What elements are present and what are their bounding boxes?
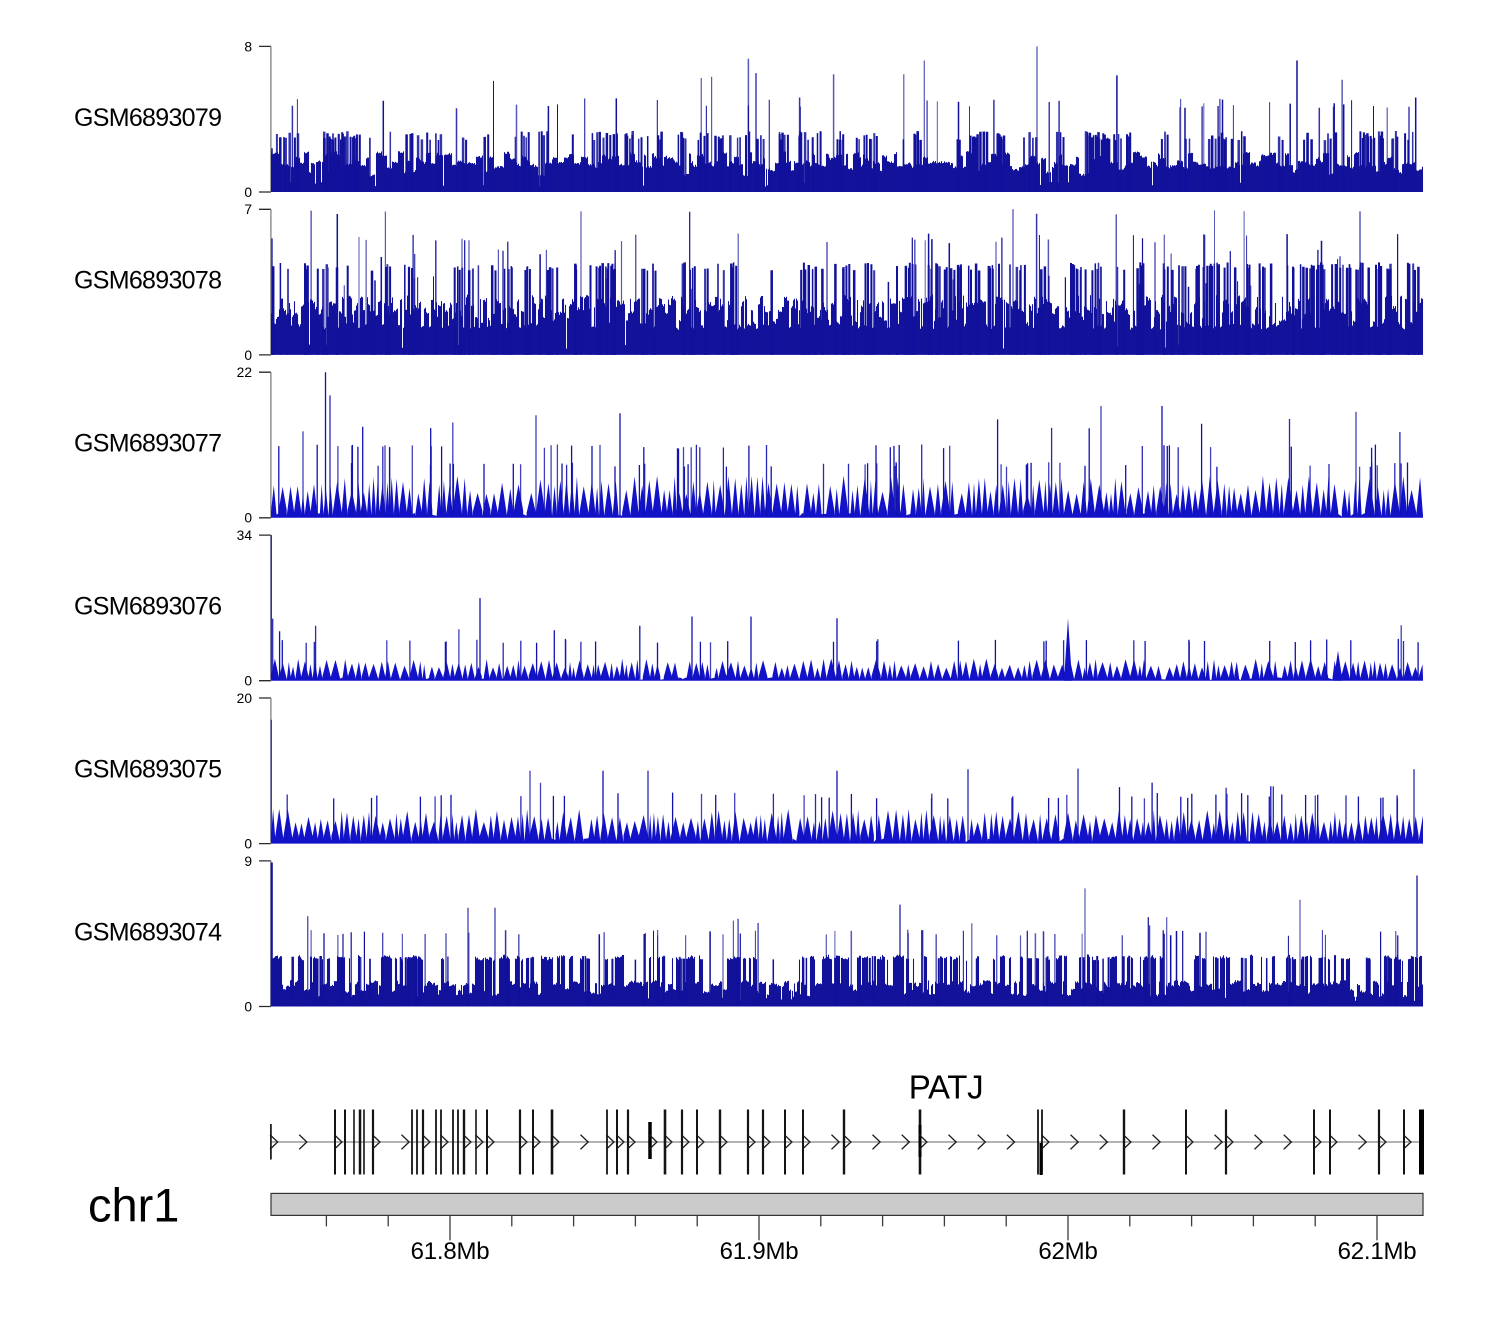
svg-text:GSM6893075: GSM6893075: [74, 755, 221, 783]
svg-text:GSM6893076: GSM6893076: [74, 593, 221, 621]
svg-text:9: 9: [244, 854, 252, 869]
svg-text:0: 0: [244, 185, 252, 200]
svg-text:GSM6893078: GSM6893078: [74, 267, 221, 295]
svg-text:chr1: chr1: [88, 1179, 179, 1232]
svg-text:0: 0: [244, 348, 252, 363]
svg-text:0: 0: [244, 674, 252, 689]
svg-text:GSM6893077: GSM6893077: [74, 430, 221, 458]
svg-text:0: 0: [244, 999, 252, 1014]
svg-text:62Mb: 62Mb: [1038, 1238, 1097, 1265]
svg-text:20: 20: [237, 691, 253, 706]
svg-text:61.8Mb: 61.8Mb: [411, 1238, 490, 1265]
svg-text:22: 22: [237, 365, 252, 380]
svg-text:0: 0: [244, 511, 252, 526]
svg-text:62.1Mb: 62.1Mb: [1338, 1238, 1417, 1265]
svg-text:GSM6893079: GSM6893079: [74, 104, 221, 132]
svg-text:7: 7: [244, 202, 252, 217]
svg-text:34: 34: [237, 528, 253, 543]
svg-text:0: 0: [244, 837, 252, 852]
svg-text:PATJ: PATJ: [909, 1069, 984, 1106]
svg-text:GSM6893074: GSM6893074: [74, 918, 222, 946]
svg-text:61.9Mb: 61.9Mb: [720, 1238, 799, 1265]
svg-text:8: 8: [244, 39, 252, 54]
